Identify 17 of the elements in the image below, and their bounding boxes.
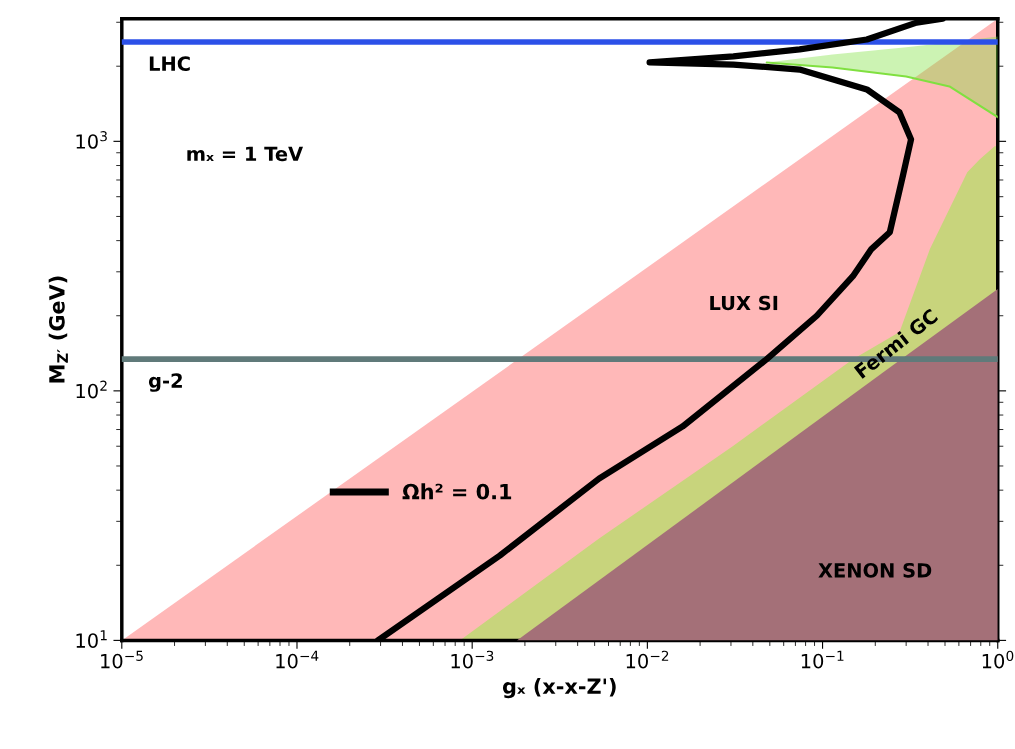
y-tick-label: 10$^{2}$ [76,380,107,399]
annotation: mₓ = 1 TeV [187,146,303,162]
ref-line-label: g-2 [148,373,182,392]
y-tick-label: 10$^{1}$ [76,630,107,648]
legend-label: Ωh² = 0.1 [402,483,512,500]
x-tick-label: 10$^{0}$ [982,650,1014,669]
x-tick-label: 10$^{−5}$ [101,650,143,669]
x-tick-label: 10$^{−2}$ [626,650,669,669]
y-tick-label: 10$^{3}$ [76,131,107,149]
series-label: LUX SI [710,295,778,311]
y-axis-title: M$_{Z′}$ (GeV) [48,276,68,383]
x-tick-label: 10$^{−4}$ [276,650,319,669]
ref-line-label: LHC [149,56,190,71]
x-tick-label: 10$^{−3}$ [451,650,494,669]
x-axis-title: gₓ (x-x-Z') [502,677,616,699]
x-tick-label: 10$^{−1}$ [801,650,844,669]
series-label: XENON SD [818,562,932,578]
